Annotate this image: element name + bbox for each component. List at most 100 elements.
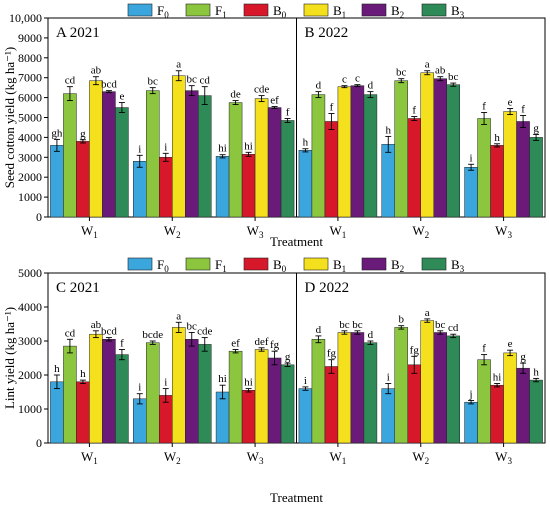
legend-swatch-B3 — [421, 257, 447, 271]
significance-letter: hi — [244, 140, 253, 152]
bar-B1 — [172, 327, 186, 444]
y-tick-label: 5000 — [18, 111, 42, 125]
bar-B2 — [433, 332, 447, 444]
panel-label: B 2022 — [305, 25, 349, 41]
legend-label-B0: B0 — [273, 3, 287, 20]
legend-swatch-F1 — [185, 257, 211, 271]
significance-letter: cd — [448, 322, 459, 334]
significance-letter: hi — [218, 143, 227, 155]
legend-label-F0: F0 — [157, 3, 169, 20]
significance-letter: d — [316, 324, 322, 336]
significance-letter: a — [176, 59, 181, 71]
bar-B3 — [446, 335, 460, 444]
bar-F1 — [394, 327, 408, 444]
y-tick-label: 10,000 — [9, 11, 42, 25]
significance-letter: f — [482, 343, 486, 355]
legend-swatch-B0 — [243, 257, 269, 271]
y-tick-label: 3000 — [18, 150, 42, 164]
significance-letter: ab — [435, 65, 446, 77]
legend-label-F1: F1 — [215, 3, 227, 20]
bar-B3 — [115, 107, 129, 218]
significance-letter: a — [425, 307, 430, 319]
bar-F0 — [464, 401, 478, 444]
bar-F1 — [146, 342, 160, 444]
significance-letter: i — [164, 141, 167, 153]
bar-B3 — [115, 354, 129, 444]
significance-letter: bc — [435, 319, 446, 331]
error-bars — [53, 70, 540, 405]
significance-letter: cde — [197, 326, 212, 338]
bar-F1 — [146, 90, 160, 218]
bar-F1 — [63, 93, 77, 218]
y-tick-label: 0 — [36, 210, 42, 224]
bar-B2 — [102, 91, 116, 218]
frames-and-axes — [44, 3, 546, 447]
significance-letter: cd — [65, 327, 76, 339]
bar-F1 — [311, 339, 326, 444]
y-axis-title: Seed cotton yield (kg ha⁻¹) — [2, 47, 17, 188]
significance-letter: a — [425, 59, 430, 71]
bar-B3 — [363, 342, 378, 444]
y-tick-label: 9000 — [18, 31, 42, 45]
bar-B2 — [516, 367, 530, 444]
significance-letter: hi — [493, 372, 502, 384]
y-tick-label: 4000 — [18, 130, 42, 144]
x-tick-label: W3 — [247, 449, 264, 466]
bar-B3 — [446, 84, 460, 218]
significance-letter: de — [230, 89, 241, 101]
labels: F0 F1 B0 B1 B2 B3 F0 F1 B0 B1 B2 B3 0 1000 2000 3000 400… — [2, 3, 539, 505]
bar-B0 — [241, 390, 256, 444]
bar-F0 — [215, 391, 230, 444]
significance-letter: bcd — [101, 326, 117, 338]
x-tick-label: W3 — [247, 223, 264, 240]
legend-swatch-B3 — [421, 3, 447, 17]
significance-letter: cd — [200, 75, 211, 87]
bar-B0 — [159, 157, 173, 218]
bar-B3 — [529, 137, 543, 218]
significance-letter: f — [286, 106, 290, 118]
y-tick-label: 2000 — [18, 170, 42, 184]
x-tick-label: W3 — [495, 449, 512, 466]
y-tick-label: 4000 — [18, 300, 42, 314]
bar-F1 — [228, 350, 243, 444]
significance-letter: bc — [339, 319, 350, 331]
bar-F0 — [464, 167, 478, 218]
bar-B1 — [420, 72, 434, 218]
bar-F0 — [50, 145, 64, 218]
significance-letter: gh — [51, 127, 63, 139]
significance-letter: i — [387, 372, 390, 384]
bar-B2 — [433, 78, 447, 218]
bar-B1 — [337, 86, 352, 218]
bar-B2 — [267, 357, 282, 444]
legend-label-F0: F0 — [157, 257, 169, 274]
x-tick-label: W1 — [330, 449, 347, 466]
legend-label-B1: B1 — [333, 3, 346, 20]
significance-letter: g — [285, 351, 291, 363]
bar-B2 — [267, 107, 282, 218]
x-axis-title: Treatment — [270, 490, 323, 505]
significance-letter: fg — [327, 348, 337, 360]
bar-B0 — [241, 154, 256, 218]
bar-F0 — [381, 388, 395, 444]
bar-B0 — [76, 141, 90, 218]
x-tick-label: W1 — [330, 223, 347, 240]
bar-B3 — [198, 95, 212, 218]
significance-letter: h — [533, 366, 539, 378]
significance-letter: i — [470, 152, 473, 164]
bar-B3 — [198, 344, 212, 444]
legend-swatch-B2 — [361, 257, 387, 271]
significance-letter: h — [494, 132, 500, 144]
significance-letter: ab — [91, 319, 102, 331]
bar-F0 — [133, 161, 147, 218]
significance-letter: bc — [187, 321, 198, 333]
legend-label-B3: B3 — [451, 3, 465, 20]
significance-letter: e — [119, 91, 124, 103]
bar-F1 — [63, 345, 77, 444]
x-tick-label: W2 — [412, 449, 429, 466]
bar-B2 — [350, 85, 365, 218]
panel-label: D 2022 — [305, 280, 350, 296]
significance-letter: bc — [148, 76, 159, 88]
bar-F1 — [394, 80, 408, 218]
bar-B3 — [280, 120, 295, 218]
bar-F0 — [215, 156, 230, 218]
